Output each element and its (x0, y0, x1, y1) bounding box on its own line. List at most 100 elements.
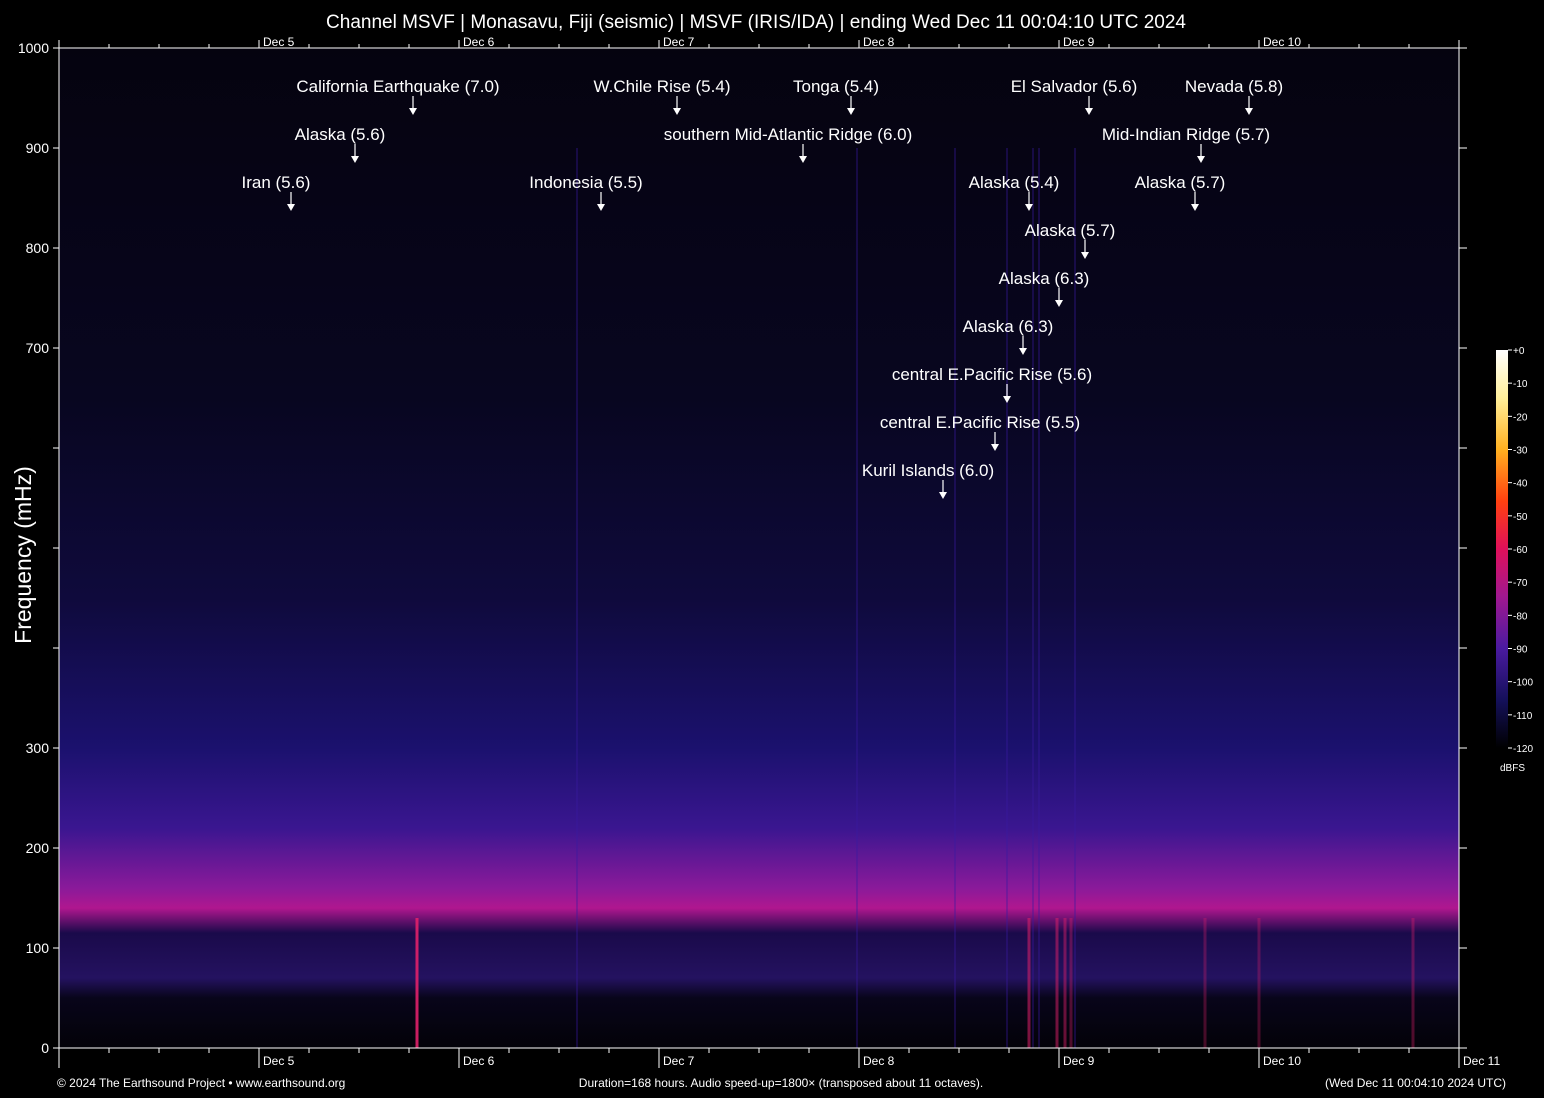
x-axis: Dec 5 Dec 5 Dec 6 Dec 6 Dec 7 Dec 7 Dec 8 Dec 8… (58, 35, 1500, 1068)
earthquake-annotations: California Earthquake (7.0) W.Chile Rise … (242, 77, 1283, 499)
y-axis: 0 100 200 300 700 800 900 1000 (18, 40, 1467, 1056)
annotation-arrow-head (1019, 348, 1027, 355)
x-date-label-bottom: Dec 7 (663, 1054, 695, 1068)
annotation: Alaska (5.7) (1135, 173, 1226, 211)
event-streak (1027, 918, 1031, 1048)
x-date-label-top: Dec 7 (663, 35, 695, 49)
annotation: Alaska (6.3) (963, 317, 1054, 355)
colorbar: +0 -10 -20 -30 -40 -50 -60 -70 -80 -90 -100 -110 -12… (1496, 346, 1533, 774)
x-date-label-bottom: Dec 5 (263, 1054, 295, 1068)
chart-title: Channel MSVF | Monasavu, Fiji (seismic) … (326, 12, 1186, 33)
annotation-label: southern Mid-Atlantic Ridge (6.0) (664, 125, 913, 144)
annotation-label: Indonesia (5.5) (529, 173, 642, 192)
colorbar-tick-label: -40 (1513, 479, 1528, 490)
event-streak (1411, 918, 1415, 1048)
y-tick-label: 0 (41, 1040, 49, 1056)
colorbar-gradient (1496, 350, 1508, 748)
x-date-label-top: Dec 6 (463, 35, 495, 49)
annotation-label: Alaska (5.7) (1135, 173, 1226, 192)
faint-streak (954, 148, 956, 1048)
colorbar-tick-label: +0 (1513, 346, 1525, 357)
annotation-arrow-head (287, 204, 295, 211)
colorbar-tick-label: -70 (1513, 578, 1528, 589)
faint-streak (856, 148, 858, 1048)
colorbar-tick-label: -120 (1513, 744, 1533, 755)
colorbar-tick-label: -60 (1513, 545, 1528, 556)
annotation-label: Alaska (6.3) (963, 317, 1054, 336)
annotation-label: Mid-Indian Ridge (5.7) (1102, 125, 1270, 144)
annotation: Alaska (6.3) (999, 269, 1090, 307)
y-tick-label: 200 (26, 840, 50, 856)
annotation-arrow-head (1055, 300, 1063, 307)
annotation-arrow-head (1025, 204, 1033, 211)
x-date-label-bottom: Dec 8 (863, 1054, 895, 1068)
annotation-arrow-head (1081, 252, 1089, 259)
x-date-label-bottom: Dec 9 (1063, 1054, 1095, 1068)
colorbar-tick-label: -100 (1513, 678, 1533, 689)
annotation-arrow-head (1191, 204, 1199, 211)
faint-streak (1074, 148, 1076, 1048)
annotation-label: Alaska (5.7) (1025, 221, 1116, 240)
x-date-label-top: Dec 10 (1263, 35, 1301, 49)
x-date-label-bottom: Dec 6 (463, 1054, 495, 1068)
footer-duration: Duration=168 hours. Audio speed-up=1800×… (579, 1076, 983, 1090)
event-streak (1055, 918, 1059, 1048)
annotation-label: Iran (5.6) (242, 173, 311, 192)
colorbar-tick-label: -50 (1513, 512, 1528, 523)
colorbar-tick-label: -90 (1513, 645, 1528, 656)
x-date-label-top: Dec 8 (863, 35, 895, 49)
y-tick-label: 300 (26, 740, 50, 756)
colorbar-unit: dBFS (1500, 763, 1525, 774)
annotation-label: Alaska (5.4) (969, 173, 1060, 192)
annotation-label: Alaska (5.6) (295, 125, 386, 144)
x-date-label-top: Dec 5 (263, 35, 295, 49)
annotation-arrow-head (799, 156, 807, 163)
event-streaks (415, 148, 1415, 1048)
colorbar-tick-label: -20 (1513, 412, 1528, 423)
annotation-label: W.Chile Rise (5.4) (594, 77, 731, 96)
annotation-arrow-head (409, 108, 417, 115)
colorbar-tick-label: -80 (1513, 611, 1528, 622)
annotation-label: central E.Pacific Rise (5.6) (892, 365, 1092, 384)
y-tick-label: 1000 (18, 40, 49, 56)
annotation-arrow-head (1197, 156, 1205, 163)
annotation-label: Alaska (6.3) (999, 269, 1090, 288)
annotation-label: central E.Pacific Rise (5.5) (880, 413, 1080, 432)
annotation-label: Kuril Islands (6.0) (862, 461, 994, 480)
y-tick-label: 900 (26, 140, 50, 156)
annotation: W.Chile Rise (5.4) (594, 77, 731, 115)
annotation: Indonesia (5.5) (529, 173, 643, 211)
y-tick-label: 100 (26, 940, 50, 956)
annotation: El Salvador (5.6) (1011, 77, 1138, 115)
annotation-arrow-head (351, 156, 359, 163)
y-tick-label: 700 (26, 340, 50, 356)
annotation: Iran (5.6) (242, 173, 311, 211)
annotation-arrow-head (1245, 108, 1253, 115)
event-streak (1203, 918, 1207, 1048)
annotation: Alaska (5.7) (1025, 221, 1116, 259)
colorbar-tick-label: -10 (1513, 379, 1528, 390)
annotation-label: El Salvador (5.6) (1011, 77, 1138, 96)
faint-streak (1006, 148, 1008, 1048)
annotation: Nevada (5.8) (1185, 77, 1283, 115)
annotation-arrow-head (597, 204, 605, 211)
annotation-label: Nevada (5.8) (1185, 77, 1283, 96)
x-date-label-bottom: Dec 11 (1463, 1054, 1500, 1068)
annotation-arrow-head (1003, 396, 1011, 403)
x-date-label-top: Dec 9 (1063, 35, 1095, 49)
event-streak (1063, 918, 1067, 1048)
event-streak (1069, 918, 1073, 1048)
y-tick-label: 800 (26, 240, 50, 256)
annotation: southern Mid-Atlantic Ridge (6.0) (664, 125, 913, 163)
annotation-arrow-head (991, 444, 999, 451)
annotation-label: California Earthquake (7.0) (296, 77, 499, 96)
annotation: California Earthquake (7.0) (296, 77, 500, 115)
annotation: central E.Pacific Rise (5.6) (892, 365, 1092, 403)
annotation: Mid-Indian Ridge (5.7) (1102, 125, 1270, 163)
annotation: central E.Pacific Rise (5.5) (880, 413, 1080, 451)
y-axis-label: Frequency (mHz) (10, 466, 36, 644)
event-streak (415, 918, 419, 1048)
annotation-label: Tonga (5.4) (793, 77, 879, 96)
faint-streak (1038, 148, 1040, 1048)
